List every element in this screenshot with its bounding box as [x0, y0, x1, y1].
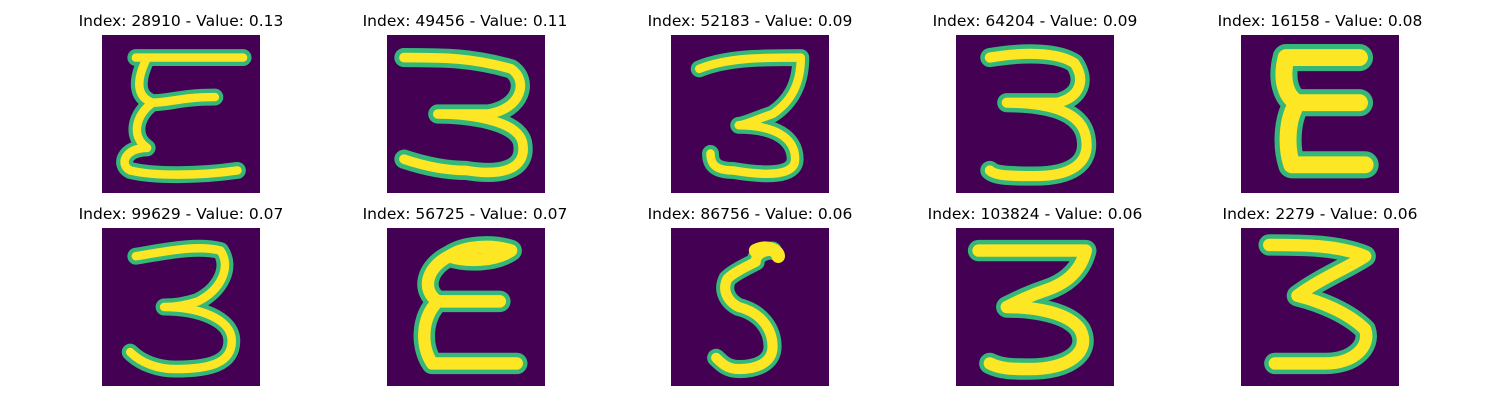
- panel-title: Index: 103824 - Value: 0.06: [927, 205, 1143, 223]
- panel-title: Index: 52183 - Value: 0.09: [647, 12, 853, 30]
- panel-title: Index: 86756 - Value: 0.06: [647, 205, 853, 223]
- digit-image: [102, 228, 260, 386]
- digit-image-svg: [387, 228, 545, 386]
- digit-image: [1241, 35, 1399, 193]
- digit-image-svg: [671, 228, 829, 386]
- panel-title: Index: 2279 - Value: 0.06: [1222, 205, 1418, 223]
- digit-image: [1241, 228, 1399, 386]
- digit-image: [387, 228, 545, 386]
- digit-image: [387, 35, 545, 193]
- digit-image-svg: [102, 228, 260, 386]
- digit-image: [671, 228, 829, 386]
- digit-image: [956, 228, 1114, 386]
- panel-title: Index: 49456 - Value: 0.11: [362, 12, 568, 30]
- panel-title: Index: 28910 - Value: 0.13: [78, 12, 284, 30]
- digit-image-svg: [1241, 228, 1399, 386]
- panel-title: Index: 64204 - Value: 0.09: [932, 12, 1138, 30]
- digit-image-svg: [102, 35, 260, 193]
- panel-title: Index: 99629 - Value: 0.07: [78, 205, 284, 223]
- digit-image-svg: [387, 35, 545, 193]
- panel-title: Index: 56725 - Value: 0.07: [362, 205, 568, 223]
- digit-image-svg: [956, 228, 1114, 386]
- digit-image: [102, 35, 260, 193]
- panel-title: Index: 16158 - Value: 0.08: [1217, 12, 1423, 30]
- digit-image-svg: [956, 35, 1114, 193]
- digit-image-svg: [671, 35, 829, 193]
- digit-image-svg: [1241, 35, 1399, 193]
- digit-image: [956, 35, 1114, 193]
- digit-image: [671, 35, 829, 193]
